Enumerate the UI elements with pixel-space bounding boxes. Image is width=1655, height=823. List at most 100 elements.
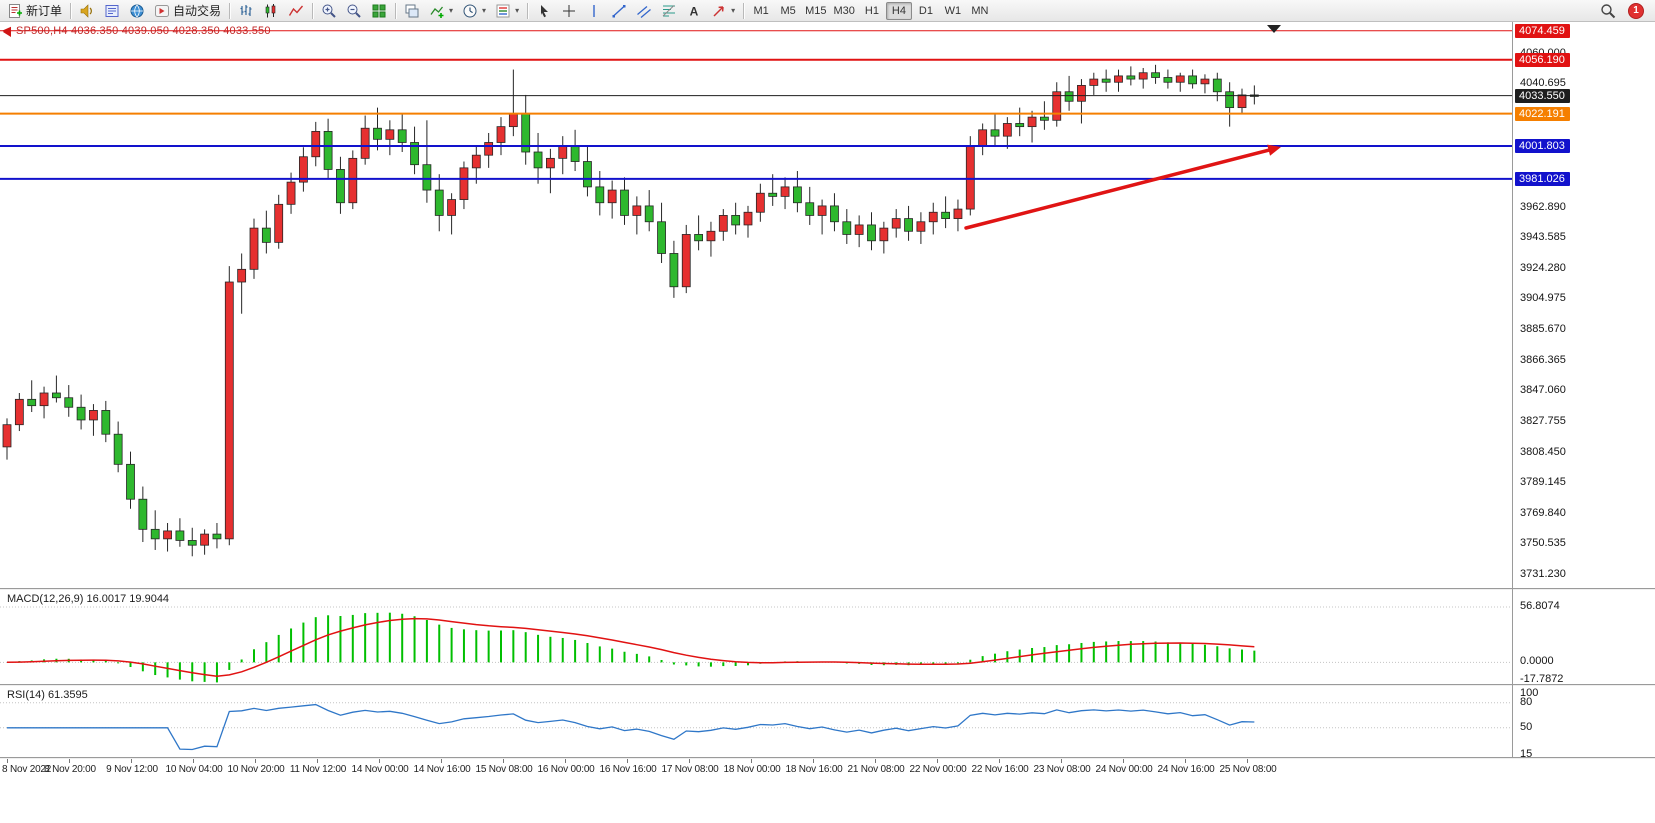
- rsi-panel[interactable]: [0, 686, 1512, 757]
- globe-icon: [130, 4, 144, 17]
- notification-badge[interactable]: 1: [1628, 2, 1644, 19]
- cursor-button[interactable]: [532, 1, 556, 21]
- new-order-button[interactable]: 新订单: [3, 1, 66, 21]
- time-tick: [255, 759, 256, 763]
- time-tick: [1185, 759, 1186, 763]
- zoom-out-button[interactable]: [342, 1, 366, 21]
- price-line-badge: 4022.191: [1515, 106, 1570, 121]
- candlestick-mode-button[interactable]: [259, 1, 283, 21]
- text-icon: A: [690, 4, 699, 18]
- time-tick: [875, 759, 876, 763]
- time-tick: [1061, 759, 1062, 763]
- price-line-badge: 4056.190: [1515, 52, 1570, 67]
- templates-icon: [496, 4, 510, 17]
- panel-separator[interactable]: [0, 684, 1655, 686]
- chevron-down-icon: ▾: [482, 6, 487, 15]
- candle: [904, 205, 913, 241]
- line-chart-icon: [288, 5, 304, 16]
- time-axis-label: 9 Nov 12:00: [106, 764, 158, 775]
- price-axis-label: 3789.145: [1520, 476, 1566, 489]
- timeframe-button-m15[interactable]: M15: [805, 4, 827, 17]
- chevron-down-icon: ▾: [449, 6, 454, 15]
- price-axis-border: [1512, 22, 1513, 758]
- tile-windows-button[interactable]: [367, 1, 391, 21]
- auto-trading-button-label: 自动交易: [173, 4, 222, 18]
- candle: [978, 123, 988, 156]
- timeframe-button-mn[interactable]: MN: [971, 4, 989, 17]
- trendline-button[interactable]: [607, 1, 631, 21]
- macd-signal-line: [6, 617, 1255, 677]
- timeframe-button-m1[interactable]: M1: [753, 4, 769, 17]
- price-axis-label: 3866.365: [1520, 353, 1566, 366]
- svg-text:A: A: [690, 4, 699, 18]
- periods-button[interactable]: ▾: [458, 1, 490, 21]
- rsi-line: [7, 703, 1255, 751]
- candle: [1151, 64, 1160, 84]
- candle: [336, 156, 345, 214]
- price-axis-label: 15: [1520, 748, 1533, 760]
- time-axis[interactable]: 8 Nov 2022 8 Nov 20:00 9 Nov 12:00 10 Nov 0…: [0, 759, 1512, 780]
- timeframe-button-h1[interactable]: H1: [864, 4, 879, 17]
- search-button[interactable]: [1596, 1, 1620, 21]
- candle: [496, 117, 506, 156]
- templates-button[interactable]: ▾: [491, 1, 523, 21]
- line-chart-mode-button[interactable]: [284, 1, 308, 21]
- time-axis-label: 18 Nov 16:00: [785, 764, 843, 775]
- candle: [694, 215, 703, 251]
- cascade-windows-button[interactable]: [400, 1, 424, 21]
- auto-trading-button[interactable]: 自动交易: [150, 1, 225, 21]
- time-tick: [565, 759, 566, 763]
- vline-icon: [593, 4, 595, 17]
- navigator-button[interactable]: [125, 1, 149, 21]
- toolbar-separator: [70, 2, 72, 19]
- candle: [212, 522, 222, 549]
- text-button[interactable]: A: [682, 1, 706, 21]
- crosshair-button[interactable]: [557, 1, 581, 21]
- price-axis[interactable]: 4060.0004040.6953962.8903943.5853924.280…: [1513, 0, 1655, 780]
- time-axis-label: 22 Nov 16:00: [971, 764, 1029, 775]
- data-window-button[interactable]: [100, 1, 124, 21]
- macd-panel[interactable]: [0, 590, 1512, 684]
- channel-button[interactable]: [632, 1, 656, 21]
- candle: [533, 132, 543, 184]
- panel-separator[interactable]: [0, 757, 1655, 759]
- candle: [731, 202, 741, 235]
- toolbar-separator: [395, 2, 397, 19]
- time-tick: [379, 759, 380, 763]
- market-watch-button[interactable]: [75, 1, 99, 21]
- toolbar-separator: [527, 2, 529, 19]
- time-axis-label: 17 Nov 08:00: [661, 764, 719, 775]
- candle: [1114, 69, 1123, 92]
- candle: [14, 392, 24, 432]
- arrows-icon: [713, 5, 724, 17]
- timeframe-button-h4[interactable]: H4: [885, 1, 912, 20]
- panel-separator[interactable]: [0, 588, 1655, 590]
- candle: [224, 266, 234, 546]
- candlestick-plot[interactable]: [0, 22, 1512, 588]
- zoom-in-button[interactable]: [317, 1, 341, 21]
- toolbar-right: 1: [1596, 1, 1652, 21]
- chevron-down-icon: ▾: [515, 6, 520, 15]
- zoom-in-icon: [322, 4, 336, 18]
- toolbar-separator: [743, 2, 745, 19]
- timeframe-button-m30[interactable]: M30: [833, 4, 855, 17]
- vertical-line-button[interactable]: [582, 1, 606, 21]
- trend-arrow[interactable]: [964, 147, 1276, 230]
- macd-label: MACD(12,26,9) 16.0017 19.9044: [7, 593, 170, 605]
- periods-icon: [463, 4, 477, 17]
- time-tick: [1123, 759, 1124, 763]
- chart-shift-marker-icon: [1267, 25, 1281, 33]
- candle: [385, 120, 395, 156]
- timeframe-button-d1[interactable]: D1: [918, 4, 933, 17]
- arrows-button[interactable]: ▾: [707, 1, 739, 21]
- toolbar-separator: [312, 2, 314, 19]
- candle: [434, 174, 444, 232]
- fibonacci-button[interactable]: [657, 1, 681, 21]
- candle: [644, 190, 654, 232]
- candle: [546, 148, 555, 194]
- bar-chart-mode-button[interactable]: [234, 1, 258, 21]
- time-axis-label: 18 Nov 00:00: [723, 764, 781, 775]
- timeframe-button-w1[interactable]: W1: [944, 4, 962, 17]
- timeframe-button-m5[interactable]: M5: [780, 4, 796, 17]
- indicators-button[interactable]: ▾: [425, 1, 457, 21]
